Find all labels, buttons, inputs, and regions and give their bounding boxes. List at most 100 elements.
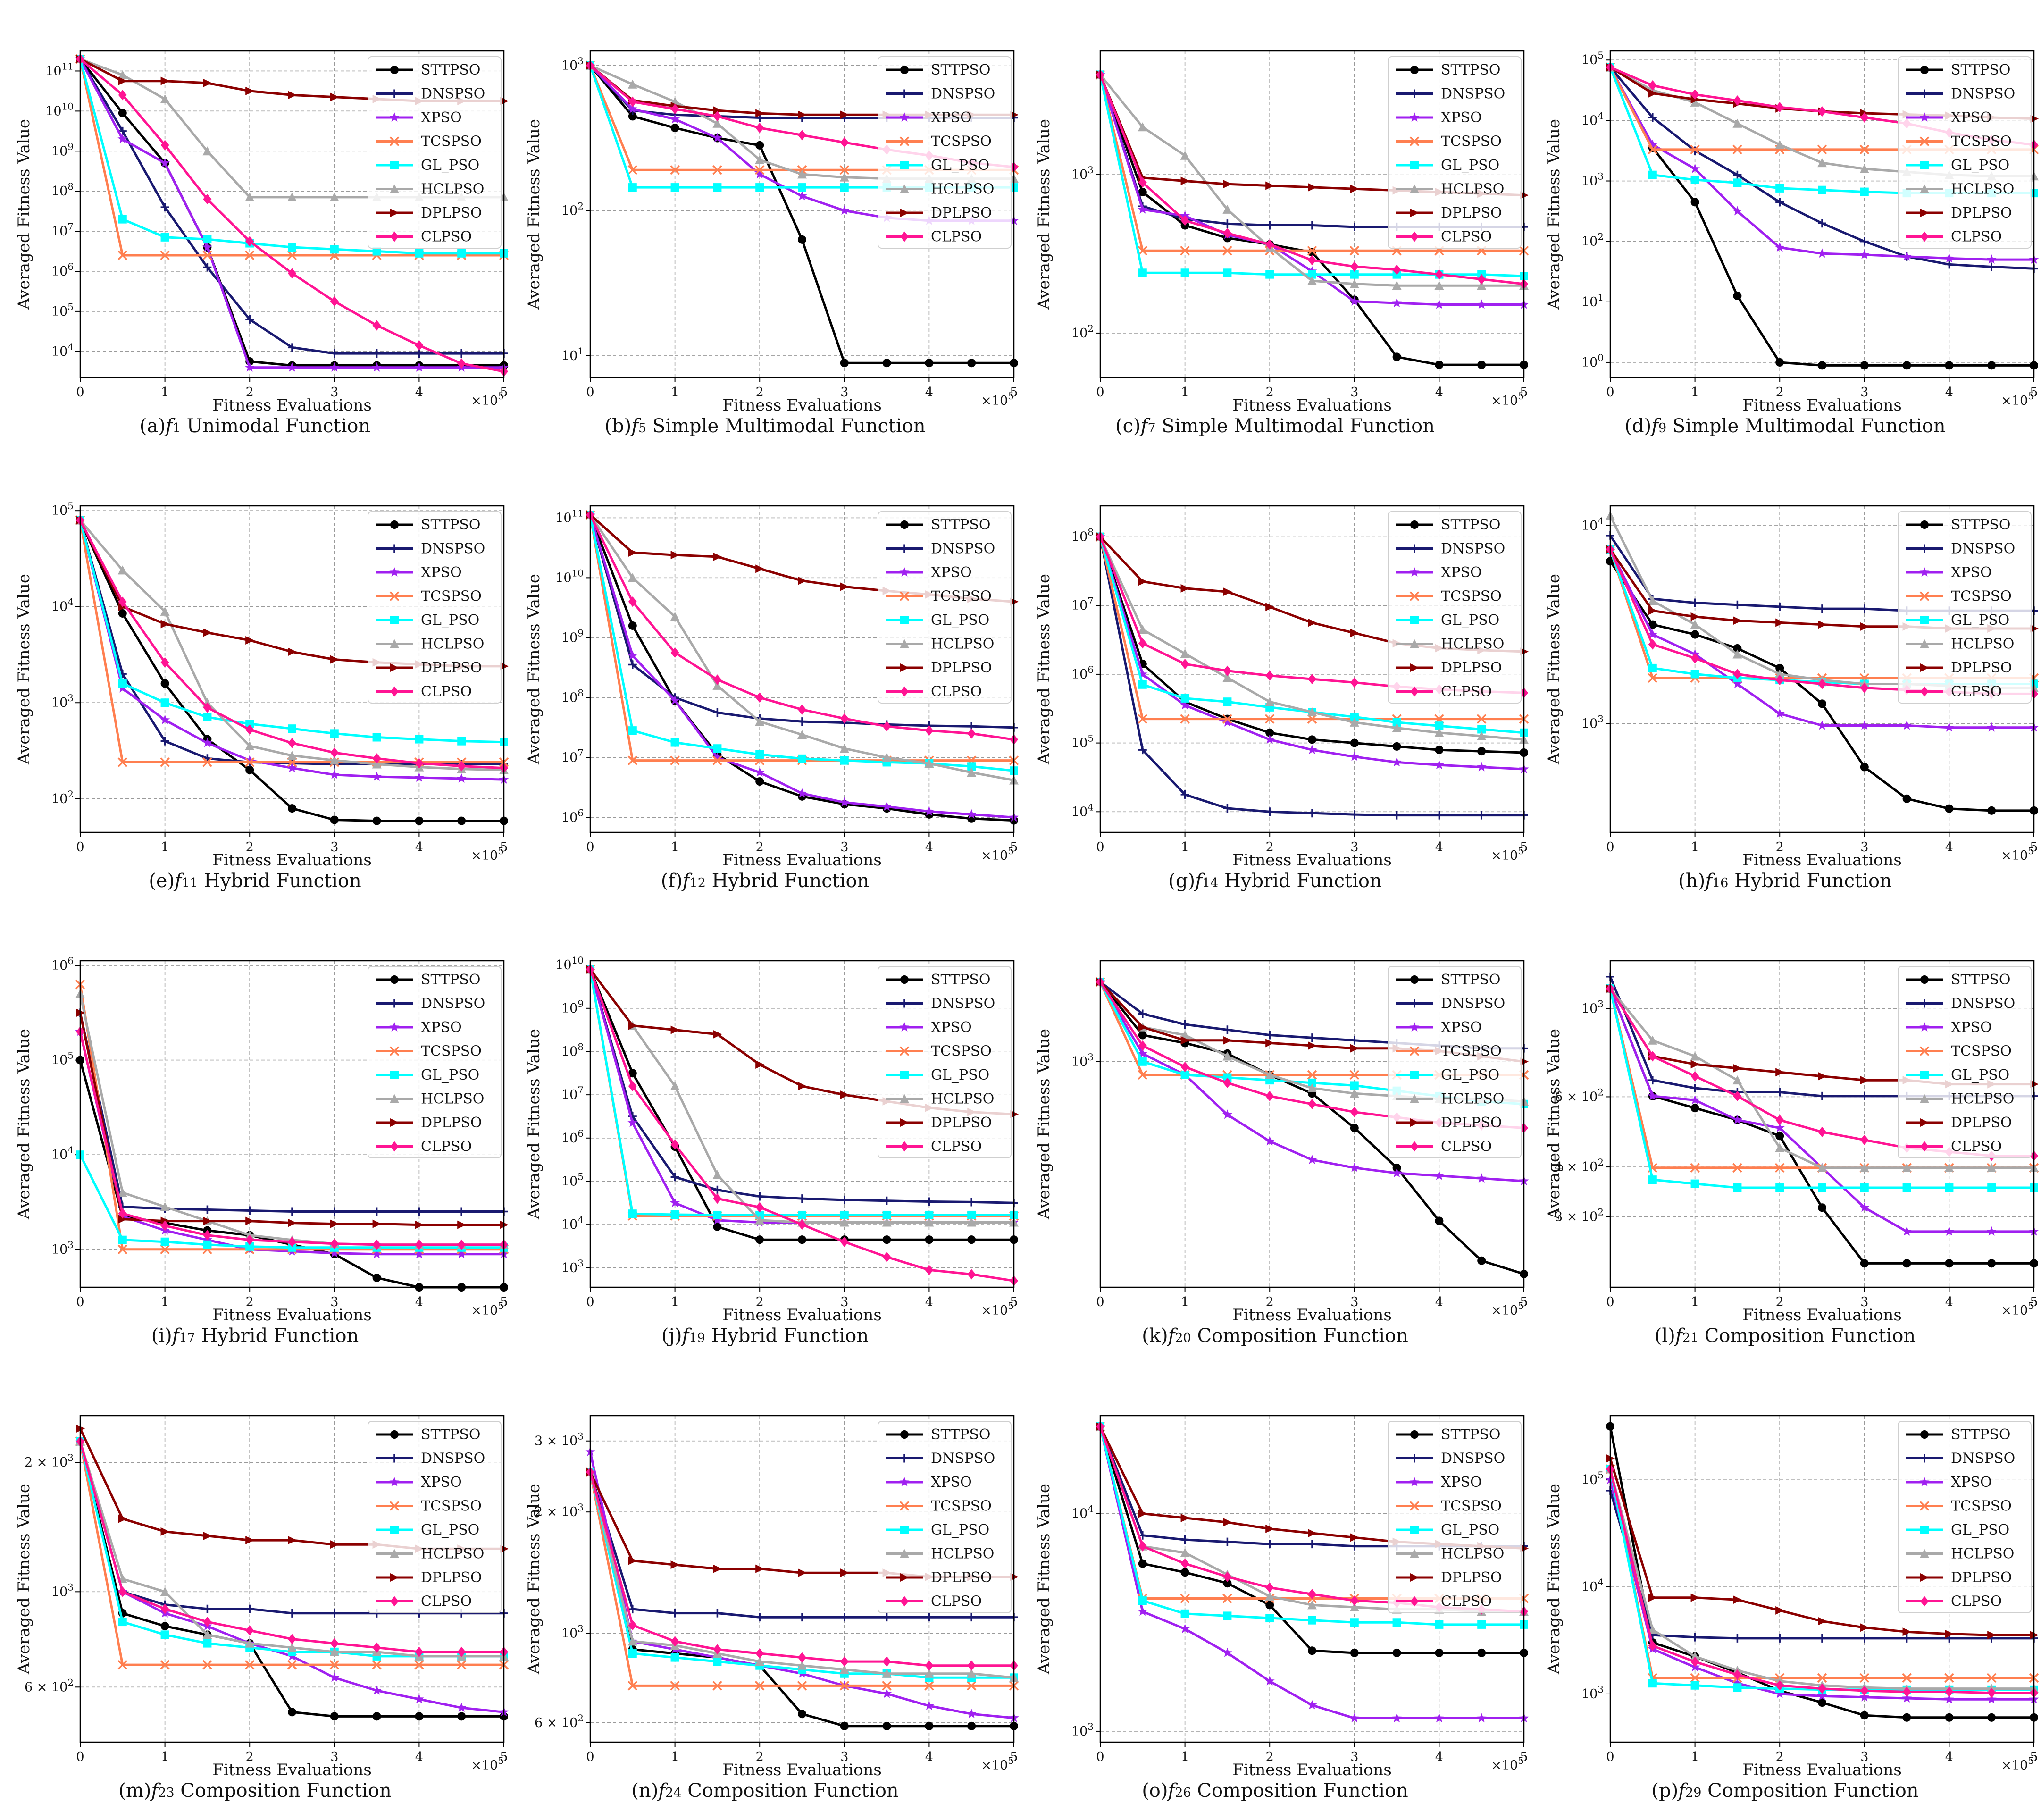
data-point-STTPSO — [330, 815, 339, 824]
legend-box — [878, 56, 1012, 249]
data-point-TCSPSO — [670, 755, 680, 765]
data-point-TCSPSO — [202, 250, 212, 260]
legend-label: TCSPSO — [1441, 588, 1502, 605]
data-point-CLPSO — [203, 1617, 212, 1627]
legend-marker-GL_PSO — [900, 161, 909, 169]
data-point-GL_PSO — [713, 1210, 722, 1219]
x-tick-label: 1 — [671, 1295, 679, 1309]
data-point-GL_PSO — [1392, 718, 1401, 727]
data-point-HCLPSO — [1732, 118, 1742, 128]
data-point-DNSPSO — [925, 1613, 934, 1622]
data-point-CLPSO — [840, 1236, 849, 1247]
legend-label: DNSPSO — [421, 996, 485, 1012]
data-point-XPSO — [1859, 1692, 1870, 1702]
legend-label: STTPSO — [1951, 62, 2010, 78]
legend-marker-XPSO — [389, 567, 400, 577]
data-point-STTPSO — [1818, 1203, 1826, 1212]
data-point-CLPSO — [372, 1642, 381, 1653]
legend-marker-TCSPSO — [389, 1046, 400, 1056]
data-point-TCSPSO — [1986, 1673, 1997, 1683]
y-axis-label: Averaged Fitness Value — [15, 119, 33, 310]
legend-marker-HCLPSO — [1410, 1549, 1419, 1558]
y-axis-label: Averaged Fitness Value — [15, 1484, 33, 1675]
legend-marker-GL_PSO — [1410, 1526, 1419, 1534]
x-tick-label: 5 — [500, 1295, 508, 1309]
x-tick-label: 4 — [415, 385, 423, 400]
chart-panel-f7: 102 103 0 1 2 3 4 5 STTPSO DNSPSO XPSO TCSPSO GL_PSO… — [1020, 0, 1530, 455]
caption-prefix: (j) — [661, 1325, 682, 1347]
data-point-GL_PSO — [1350, 1081, 1359, 1090]
series-CLPSO — [586, 964, 1018, 1286]
data-point-DNSPSO — [1860, 237, 1869, 246]
data-point-CLPSO — [1860, 1134, 1869, 1145]
data-point-STTPSO — [330, 1712, 339, 1721]
y-tick-label: 6 × 102 — [1555, 1086, 1604, 1104]
data-point-GL_PSO — [118, 1618, 127, 1627]
data-point-XPSO — [1476, 299, 1487, 309]
data-point-STTPSO — [372, 1273, 381, 1282]
data-point-XPSO — [202, 242, 212, 252]
chart-panel-f26: 103 104 0 1 2 3 4 5 STTPSO DNSPSO XPSO TCSPSO GL_PSO… — [1020, 1365, 1530, 1820]
x-tick-label: 2 — [1776, 840, 1784, 855]
data-point-STTPSO — [415, 1712, 424, 1721]
legend-label: TCSPSO — [931, 134, 992, 150]
data-point-TCSPSO — [712, 165, 722, 175]
legend-label: GL_PSO — [1441, 1067, 1499, 1083]
caption-type: Unimodal Function — [180, 415, 371, 437]
data-point-DNSPSO — [1392, 811, 1401, 820]
x-tick-label: 2 — [246, 385, 254, 400]
data-point-STTPSO — [1945, 361, 1954, 370]
data-point-GL_PSO — [967, 762, 976, 771]
legend-marker-DPLPSO — [900, 209, 909, 217]
data-point-HCLPSO — [1690, 620, 1700, 629]
caption-function: f — [682, 1325, 689, 1347]
y-tick-label: 104 — [51, 1144, 74, 1162]
data-point-HCLPSO — [1690, 1051, 1700, 1061]
caption-function: f — [175, 870, 182, 892]
data-point-DNSPSO — [288, 1609, 296, 1618]
legend-marker-HCLPSO — [900, 1549, 909, 1558]
data-point-GL_PSO — [1648, 170, 1657, 179]
data-point-STTPSO — [1902, 361, 1911, 370]
legend-label: XPSO — [1951, 564, 1992, 581]
data-point-XPSO — [1902, 251, 1912, 261]
data-point-GL_PSO — [628, 726, 637, 735]
legend-label: CLPSO — [421, 1139, 472, 1155]
legend-label: DNSPSO — [931, 1451, 995, 1467]
legend-marker-GL_PSO — [1920, 616, 1929, 624]
data-point-HCLPSO — [1775, 140, 1785, 149]
legend-marker-GL_PSO — [1920, 1526, 1929, 1534]
legend-label: GL_PSO — [1441, 612, 1499, 629]
data-point-DNSPSO — [1818, 219, 1826, 228]
y-tick-label: 101 — [1581, 292, 1604, 310]
data-point-DPLPSO — [1223, 1036, 1232, 1045]
chart-f24: 6 × 102 103 2 × 103 3 × 103 0 1 2 3 4 5 STTPSO DNSP… — [525, 1415, 1019, 1779]
legend-marker-GL_PSO — [1410, 616, 1419, 624]
data-point-STTPSO — [1902, 794, 1911, 803]
legend-label: CLPSO — [1951, 684, 2002, 700]
data-point-HCLPSO — [627, 79, 637, 89]
data-point-HCLPSO — [1775, 669, 1785, 679]
legend-label: STTPSO — [931, 1426, 990, 1443]
legend: STTPSO DNSPSO XPSO TCSPSO GL_PSO HCLPSO DPLPSO… — [1388, 56, 1522, 249]
x-axis-label: Fitness Evaluations — [722, 1761, 882, 1779]
y-tick-label: 103 — [1581, 998, 1604, 1016]
x-tick-label: 0 — [586, 1750, 594, 1764]
legend-label: HCLPSO — [421, 1091, 484, 1107]
plot-frame — [589, 50, 1015, 378]
data-point-XPSO — [287, 763, 297, 772]
legend-marker-GL_PSO — [1920, 1071, 1929, 1079]
legend-label: TCSPSO — [931, 1498, 992, 1515]
data-point-DNSPSO — [1818, 604, 1826, 613]
legend-marker-DNSPSO — [1410, 999, 1419, 1008]
legend-label: STTPSO — [1441, 62, 1500, 78]
caption-function: f — [172, 1325, 179, 1347]
caption-type: Simple Multimodal Function — [1155, 415, 1435, 437]
data-point-STTPSO — [755, 777, 764, 786]
x-tick-label: 1 — [161, 1750, 169, 1764]
legend-marker-GL_PSO — [390, 1526, 399, 1534]
plot-frame — [79, 1415, 505, 1743]
data-point-CLPSO — [203, 1230, 212, 1241]
legend-marker-DPLPSO — [1410, 1573, 1419, 1582]
legend-marker-HCLPSO — [1410, 639, 1419, 648]
